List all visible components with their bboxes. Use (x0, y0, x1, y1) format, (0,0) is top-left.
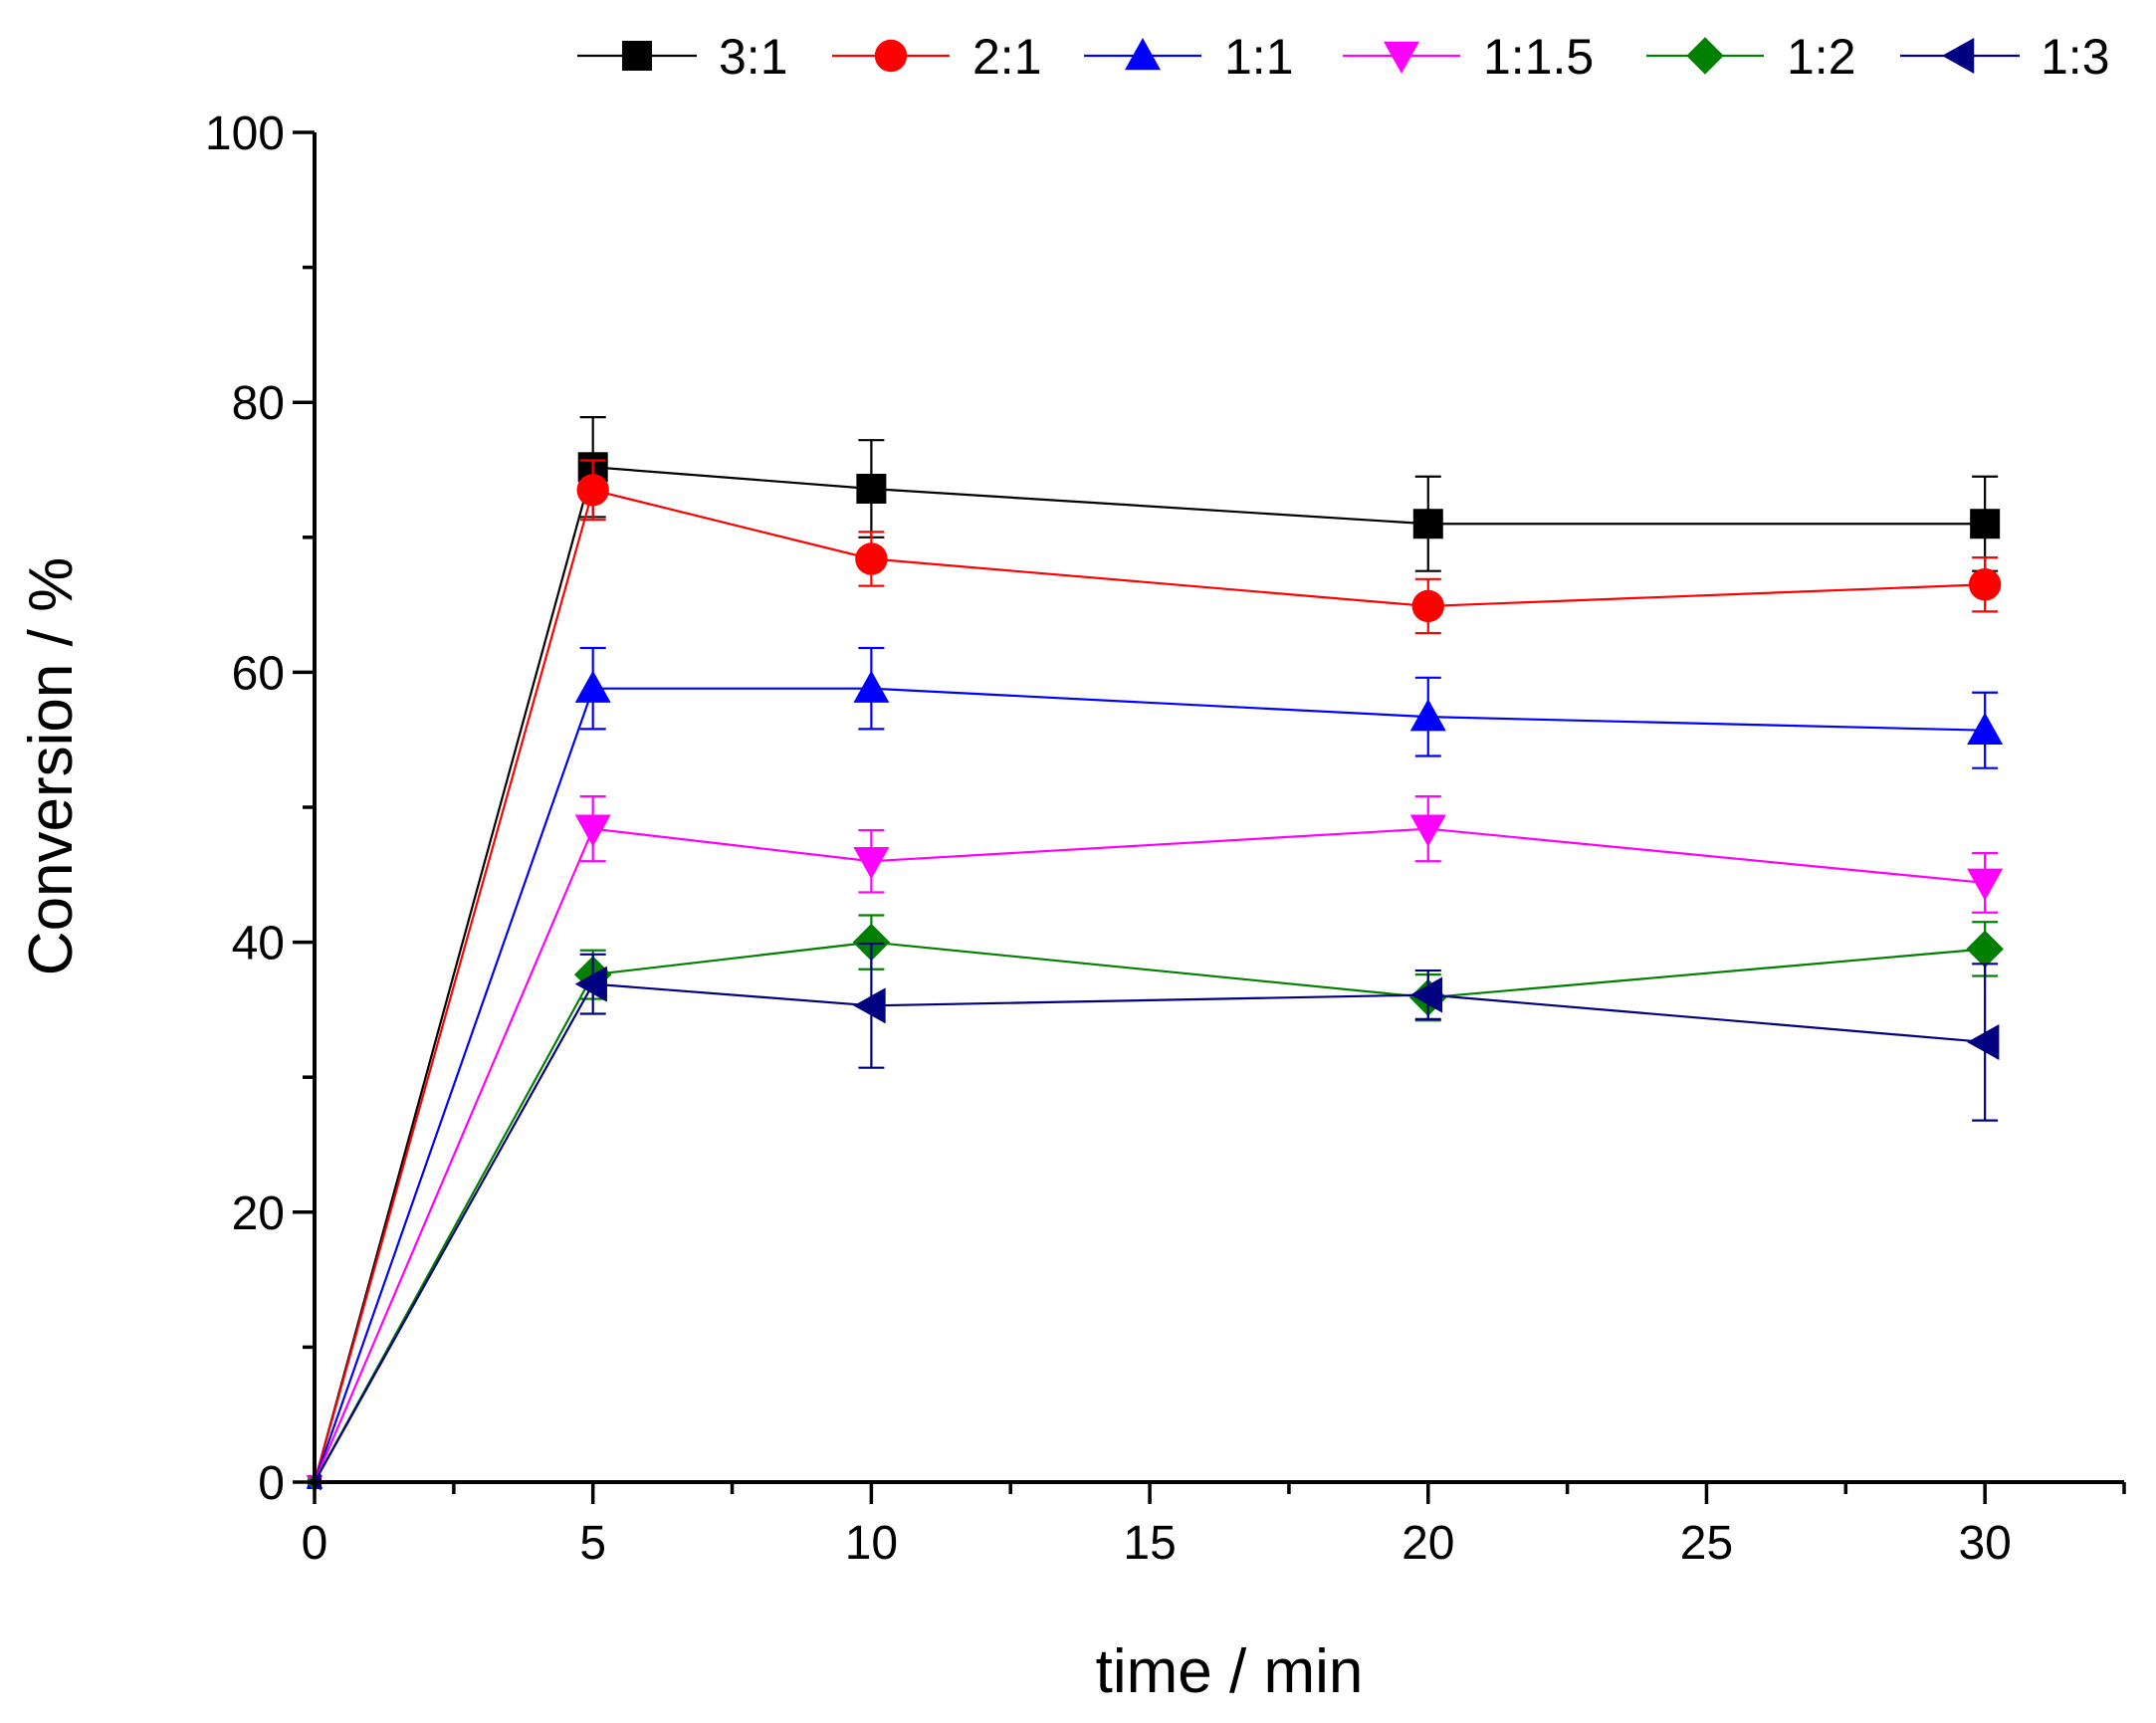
x-tick-label: 25 (1680, 1517, 1733, 1570)
legend-marker (622, 41, 652, 71)
series-1-3 (306, 942, 2000, 1491)
series-line (313, 489, 1986, 1483)
legend-item: 2:1 (832, 29, 1042, 85)
legend-item: 1:3 (1900, 29, 2110, 85)
y-tick-label: 20 (232, 1187, 285, 1240)
data-point (1967, 1023, 2000, 1060)
series-1-1-5 (306, 795, 2004, 1491)
legend-marker (1384, 41, 1419, 74)
plot-series (306, 416, 2004, 1491)
series-line (313, 827, 1986, 1483)
legend-item: 1:1 (1084, 29, 1294, 85)
data-point (1967, 712, 2004, 745)
y-tick-label: 100 (205, 108, 285, 160)
data-point (574, 670, 611, 703)
legend-label: 1:3 (2041, 29, 2110, 85)
data-point (576, 474, 609, 507)
y-tick-label: 40 (232, 918, 285, 970)
legend-label: 1:2 (1787, 29, 1856, 85)
series-2-1 (307, 459, 2002, 1490)
legend-label: 1:1 (1224, 29, 1294, 85)
series-line (314, 941, 1986, 1483)
legend-label: 3:1 (719, 29, 788, 85)
series-line (313, 466, 1986, 1483)
x-axis-label: time / min (1096, 1637, 1364, 1706)
y-tick-label: 0 (258, 1457, 285, 1510)
x-tick-label: 10 (845, 1517, 898, 1570)
legend-item: 1:1.5 (1343, 29, 1594, 85)
legend-item: 3:1 (577, 29, 788, 85)
data-point (1970, 509, 2001, 539)
data-point (853, 846, 890, 880)
x-tick-label: 5 (579, 1517, 606, 1570)
x-tick-label: 30 (1958, 1517, 2011, 1570)
data-point (1409, 814, 1446, 847)
axes: 0 20 40 60 80 100 0 5 10 15 20 25 30 (205, 108, 2126, 1570)
x-tick-label: 20 (1401, 1517, 1454, 1570)
series-line (313, 687, 1986, 1483)
data-point (855, 542, 888, 575)
data-point (1412, 509, 1443, 539)
legend-label: 2:1 (972, 29, 1042, 85)
data-point (574, 814, 611, 847)
legend: 3:1 2:1 1:1 1:1.5 1:2 1:3 (577, 29, 2110, 85)
data-point (1966, 930, 2004, 969)
data-point (574, 966, 607, 1002)
legend-marker (874, 39, 908, 73)
legend-marker (1942, 38, 1975, 74)
series-3-1 (308, 416, 2001, 1489)
legend-item: 1:2 (1646, 29, 1856, 85)
series-1-2 (306, 914, 2004, 1491)
series-line (314, 982, 1986, 1483)
data-point (853, 987, 886, 1024)
data-point (1411, 589, 1444, 623)
data-point (1967, 868, 2004, 901)
legend-marker (1686, 37, 1724, 75)
data-point (1409, 699, 1446, 732)
legend-marker (1125, 38, 1161, 71)
data-point (1968, 568, 2002, 601)
data-point (856, 473, 887, 504)
legend-label: 1:1.5 (1483, 29, 1594, 85)
series-1-1 (306, 646, 2004, 1489)
data-point (1409, 976, 1443, 1013)
y-axis-label: Conversion / % (17, 557, 86, 975)
y-tick-label: 80 (232, 377, 285, 430)
data-point (852, 923, 891, 962)
data-point (853, 670, 890, 703)
x-tick-label: 0 (302, 1517, 328, 1570)
x-tick-label: 15 (1123, 1517, 1176, 1570)
y-tick-label: 60 (232, 647, 285, 700)
